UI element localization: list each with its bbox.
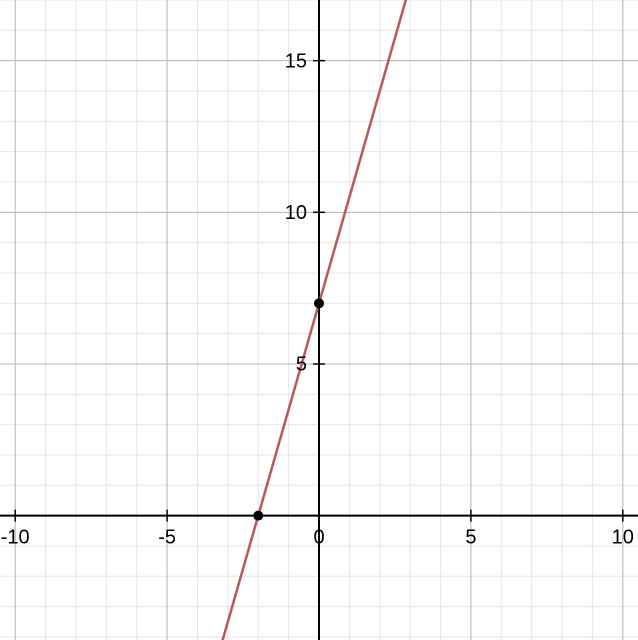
x-tick-label: -5 [158,527,176,549]
x-tick-label: 5 [465,527,476,549]
x-tick-label: 0 [313,527,324,549]
x-tick-label: -10 [1,527,30,549]
y-tick-label: 5 [296,354,307,376]
point-marker [314,298,324,308]
point-marker [253,511,263,521]
y-tick-label: 15 [285,50,307,72]
x-tick-label: 10 [612,527,634,549]
graph-plot: -10 -5 0 5 10 5 10 15 [0,0,638,640]
y-tick-label: 10 [285,202,307,224]
